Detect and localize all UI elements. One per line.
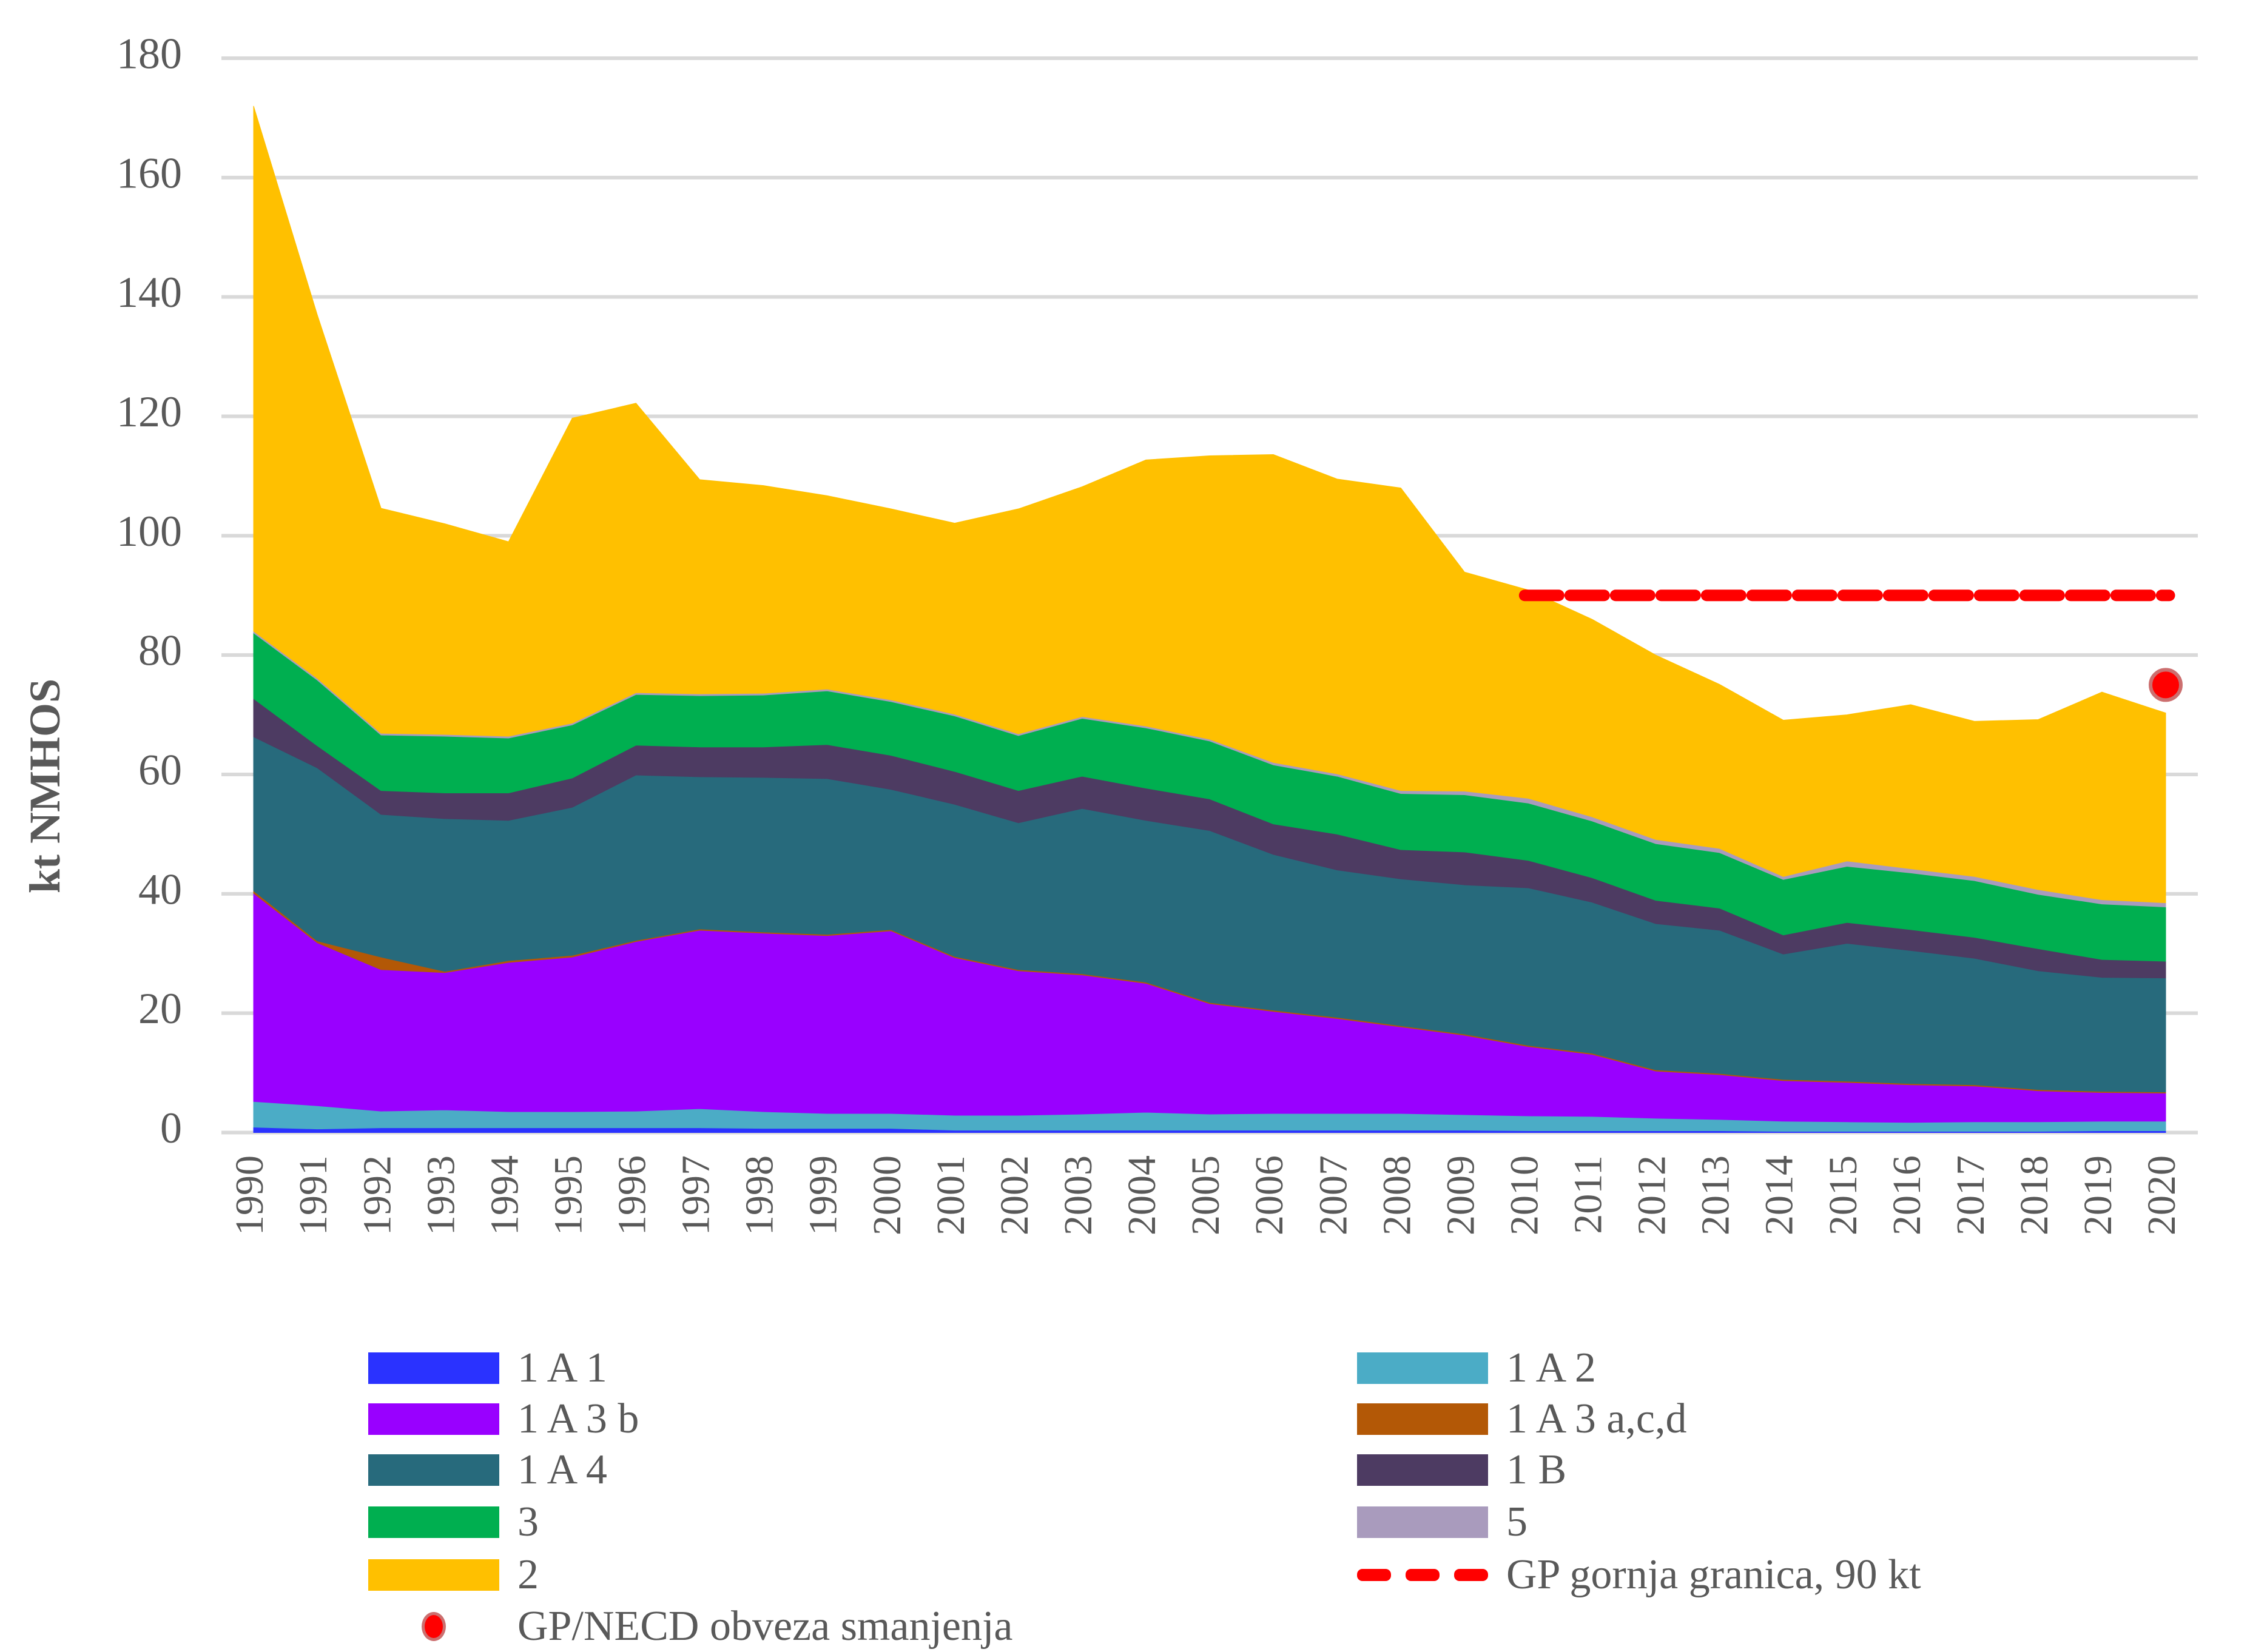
y-tick-label: 20: [138, 984, 182, 1033]
x-tick-label: 2006: [1247, 1155, 1292, 1235]
legend-label: 1 A 3 b: [517, 1395, 639, 1442]
legend-item: 1 A 2: [1357, 1343, 1596, 1394]
legend-swatch-icon: [1357, 1506, 1488, 1538]
x-tick-label: 1990: [227, 1155, 272, 1235]
x-tick-label: 2008: [1375, 1155, 1419, 1235]
legend-label: 5: [1506, 1499, 1528, 1545]
x-tick-label: 2019: [2076, 1155, 2120, 1235]
legend-swatch-icon: [1357, 1403, 1488, 1435]
y-tick-label: 100: [116, 507, 182, 556]
legend-label: 1 A 1: [517, 1345, 607, 1391]
legend-item: 1 A 1: [368, 1343, 607, 1394]
y-tick-label: 160: [116, 149, 182, 197]
x-axis-ticks: 1990 1991 1992 1993 1994 1995 1996 1997 1998 1999…: [227, 1155, 2184, 1235]
legend-item: GP gornja granica, 90 kt: [1357, 1550, 1921, 1600]
x-tick-label: 2020: [2140, 1155, 2184, 1235]
x-tick-label: 2002: [992, 1155, 1037, 1235]
legend-dashed-line-icon: [1357, 1569, 1488, 1581]
x-tick-label: 1997: [674, 1155, 718, 1235]
x-tick-label: 2013: [1694, 1155, 1738, 1235]
legend-swatch-icon: [368, 1454, 499, 1486]
x-tick-label: 1995: [546, 1155, 590, 1235]
x-tick-label: 2000: [865, 1155, 909, 1235]
legend-label: 2: [517, 1551, 539, 1598]
x-tick-label: 2009: [1438, 1155, 1483, 1235]
legend-label: GP/NECD obveza smanjenja: [517, 1603, 1013, 1650]
y-tick-label: 180: [116, 30, 182, 78]
target-marker-dot: [2149, 668, 2183, 702]
legend-swatch-icon: [368, 1559, 499, 1591]
legend-swatch-icon: [1357, 1454, 1488, 1486]
legend-dot-icon: [422, 1612, 446, 1641]
dash-segment: [1406, 1569, 1440, 1581]
y-axis-title: kt NMHOS: [21, 679, 69, 893]
legend-swatch-icon: [368, 1403, 499, 1435]
legend-label: 1 A 2: [1506, 1345, 1596, 1391]
y-tick-label: 80: [138, 626, 182, 675]
y-tick-label: 40: [138, 865, 182, 913]
legend-label: GP gornja granica, 90 kt: [1506, 1551, 1921, 1598]
legend-item: 1 A 4: [368, 1445, 607, 1496]
x-tick-label: 2015: [1821, 1155, 1865, 1235]
legend-label: 3: [517, 1499, 539, 1545]
x-tick-label: 1999: [801, 1155, 846, 1235]
x-tick-label: 2010: [1502, 1155, 1546, 1235]
legend-item: 1 A 3 b: [368, 1394, 639, 1445]
x-tick-label: 1992: [355, 1155, 399, 1235]
legend-item: 1 A 3 a,c,d: [1357, 1394, 1686, 1445]
dash-segment: [1454, 1569, 1488, 1581]
area-series-2: [253, 106, 2166, 904]
legend-swatch-icon: [368, 1506, 499, 1538]
x-tick-label: 2007: [1311, 1155, 1355, 1235]
y-tick-label: 0: [160, 1104, 182, 1152]
area-series: [253, 106, 2166, 1133]
legend-item: GP/NECD obveza smanjenja: [368, 1601, 1012, 1652]
y-tick-label: 120: [116, 388, 182, 436]
legend-label: 1 B: [1506, 1446, 1567, 1493]
y-tick-label: 140: [116, 268, 182, 317]
x-tick-label: 2012: [1630, 1155, 1674, 1235]
y-tick-label: 60: [138, 746, 182, 794]
x-tick-label: 1996: [610, 1155, 655, 1235]
legend-swatch-icon: [1357, 1352, 1488, 1384]
dash-segment: [1357, 1569, 1391, 1581]
x-tick-label: 2017: [1949, 1155, 1993, 1235]
legend-item: 3: [368, 1497, 539, 1548]
x-tick-label: 2005: [1184, 1155, 1228, 1235]
x-tick-label: 1994: [482, 1155, 527, 1235]
x-tick-label: 2003: [1056, 1155, 1100, 1235]
x-tick-label: 1998: [738, 1155, 782, 1235]
legend-label: 1 A 4: [517, 1446, 607, 1493]
x-tick-label: 2014: [1757, 1155, 1802, 1235]
x-tick-label: 1991: [291, 1155, 335, 1235]
marker-group: [2149, 668, 2183, 702]
x-tick-label: 2018: [2012, 1155, 2056, 1235]
x-tick-label: 2001: [929, 1155, 973, 1235]
x-tick-label: 2011: [1566, 1155, 1611, 1234]
x-tick-label: 1993: [419, 1155, 463, 1235]
x-tick-label: 2016: [1885, 1155, 1929, 1235]
legend-item: 1 B: [1357, 1445, 1566, 1496]
legend-label: 1 A 3 a,c,d: [1506, 1395, 1687, 1442]
legend-swatch-icon: [368, 1352, 499, 1384]
legend-item: 5: [1357, 1497, 1528, 1548]
legend-marker-icon: [368, 1612, 499, 1641]
x-tick-label: 2004: [1120, 1155, 1164, 1235]
legend-item: 2: [368, 1550, 539, 1600]
y-axis-ticks: 0 20 40 60 80 100 120 140 160 180: [116, 30, 182, 1153]
